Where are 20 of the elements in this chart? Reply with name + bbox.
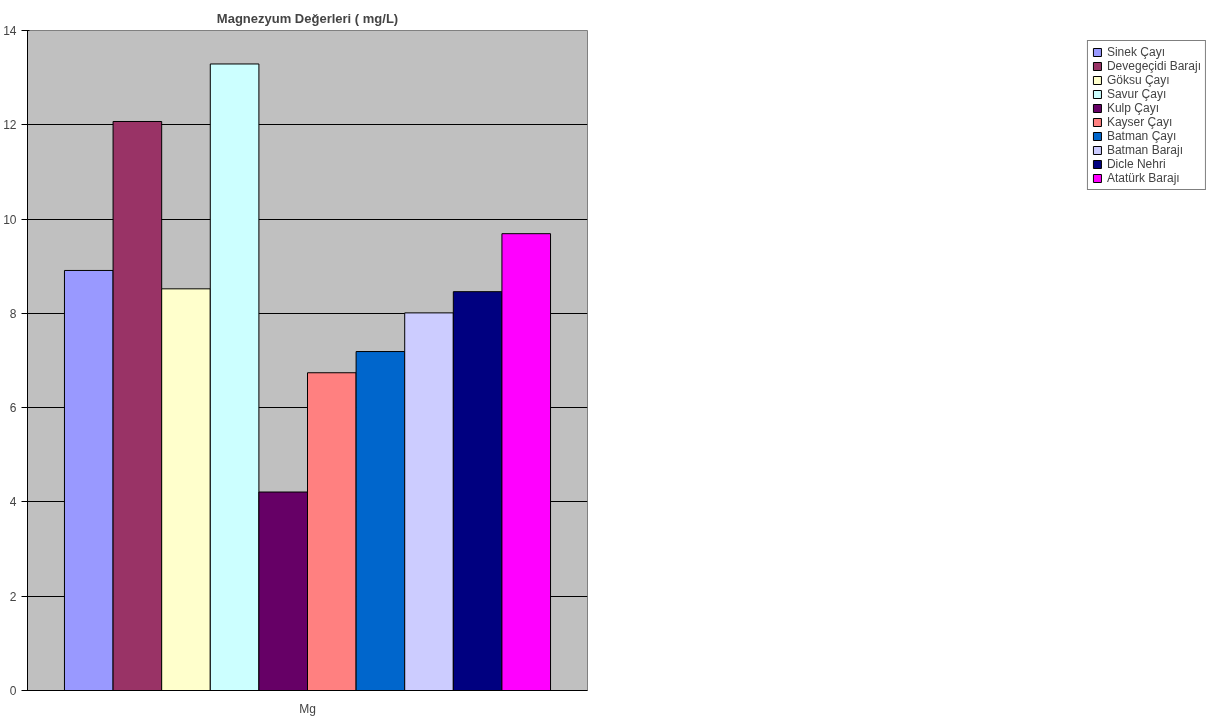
legend-label: Dicle Nehri <box>1106 157 1166 171</box>
y-tick-label: 2 <box>9 589 17 604</box>
legend-label: Kayser Çayı <box>1106 115 1173 129</box>
chart-title: Magnezyum Değerleri ( mg/L) <box>216 10 399 26</box>
legend-label: Göksu Çayı <box>1106 73 1170 87</box>
x-tick-label: Mg <box>299 701 316 716</box>
legend-label: Savur Çayı <box>1106 87 1167 101</box>
legend-label: Batman Çayı <box>1106 129 1177 143</box>
y-tick-label: 0 <box>9 684 17 698</box>
legend-label: Atatürk Barajı <box>1106 171 1180 185</box>
y-tick-label: 6 <box>9 401 17 416</box>
y-tick-label: 8 <box>9 306 17 321</box>
legend-label: Kulp Çayı <box>1106 101 1159 115</box>
y-tick-label: 12 <box>3 118 17 133</box>
legend-label: Batman Barajı <box>1106 143 1183 157</box>
y-tick-label: 14 <box>3 24 17 38</box>
y-tick-label: 4 <box>9 495 17 510</box>
legend-label: Sinek Çayı <box>1106 45 1165 59</box>
legend-label: Devegeçidi Barajı <box>1106 59 1201 73</box>
y-tick-label: 10 <box>3 212 17 227</box>
